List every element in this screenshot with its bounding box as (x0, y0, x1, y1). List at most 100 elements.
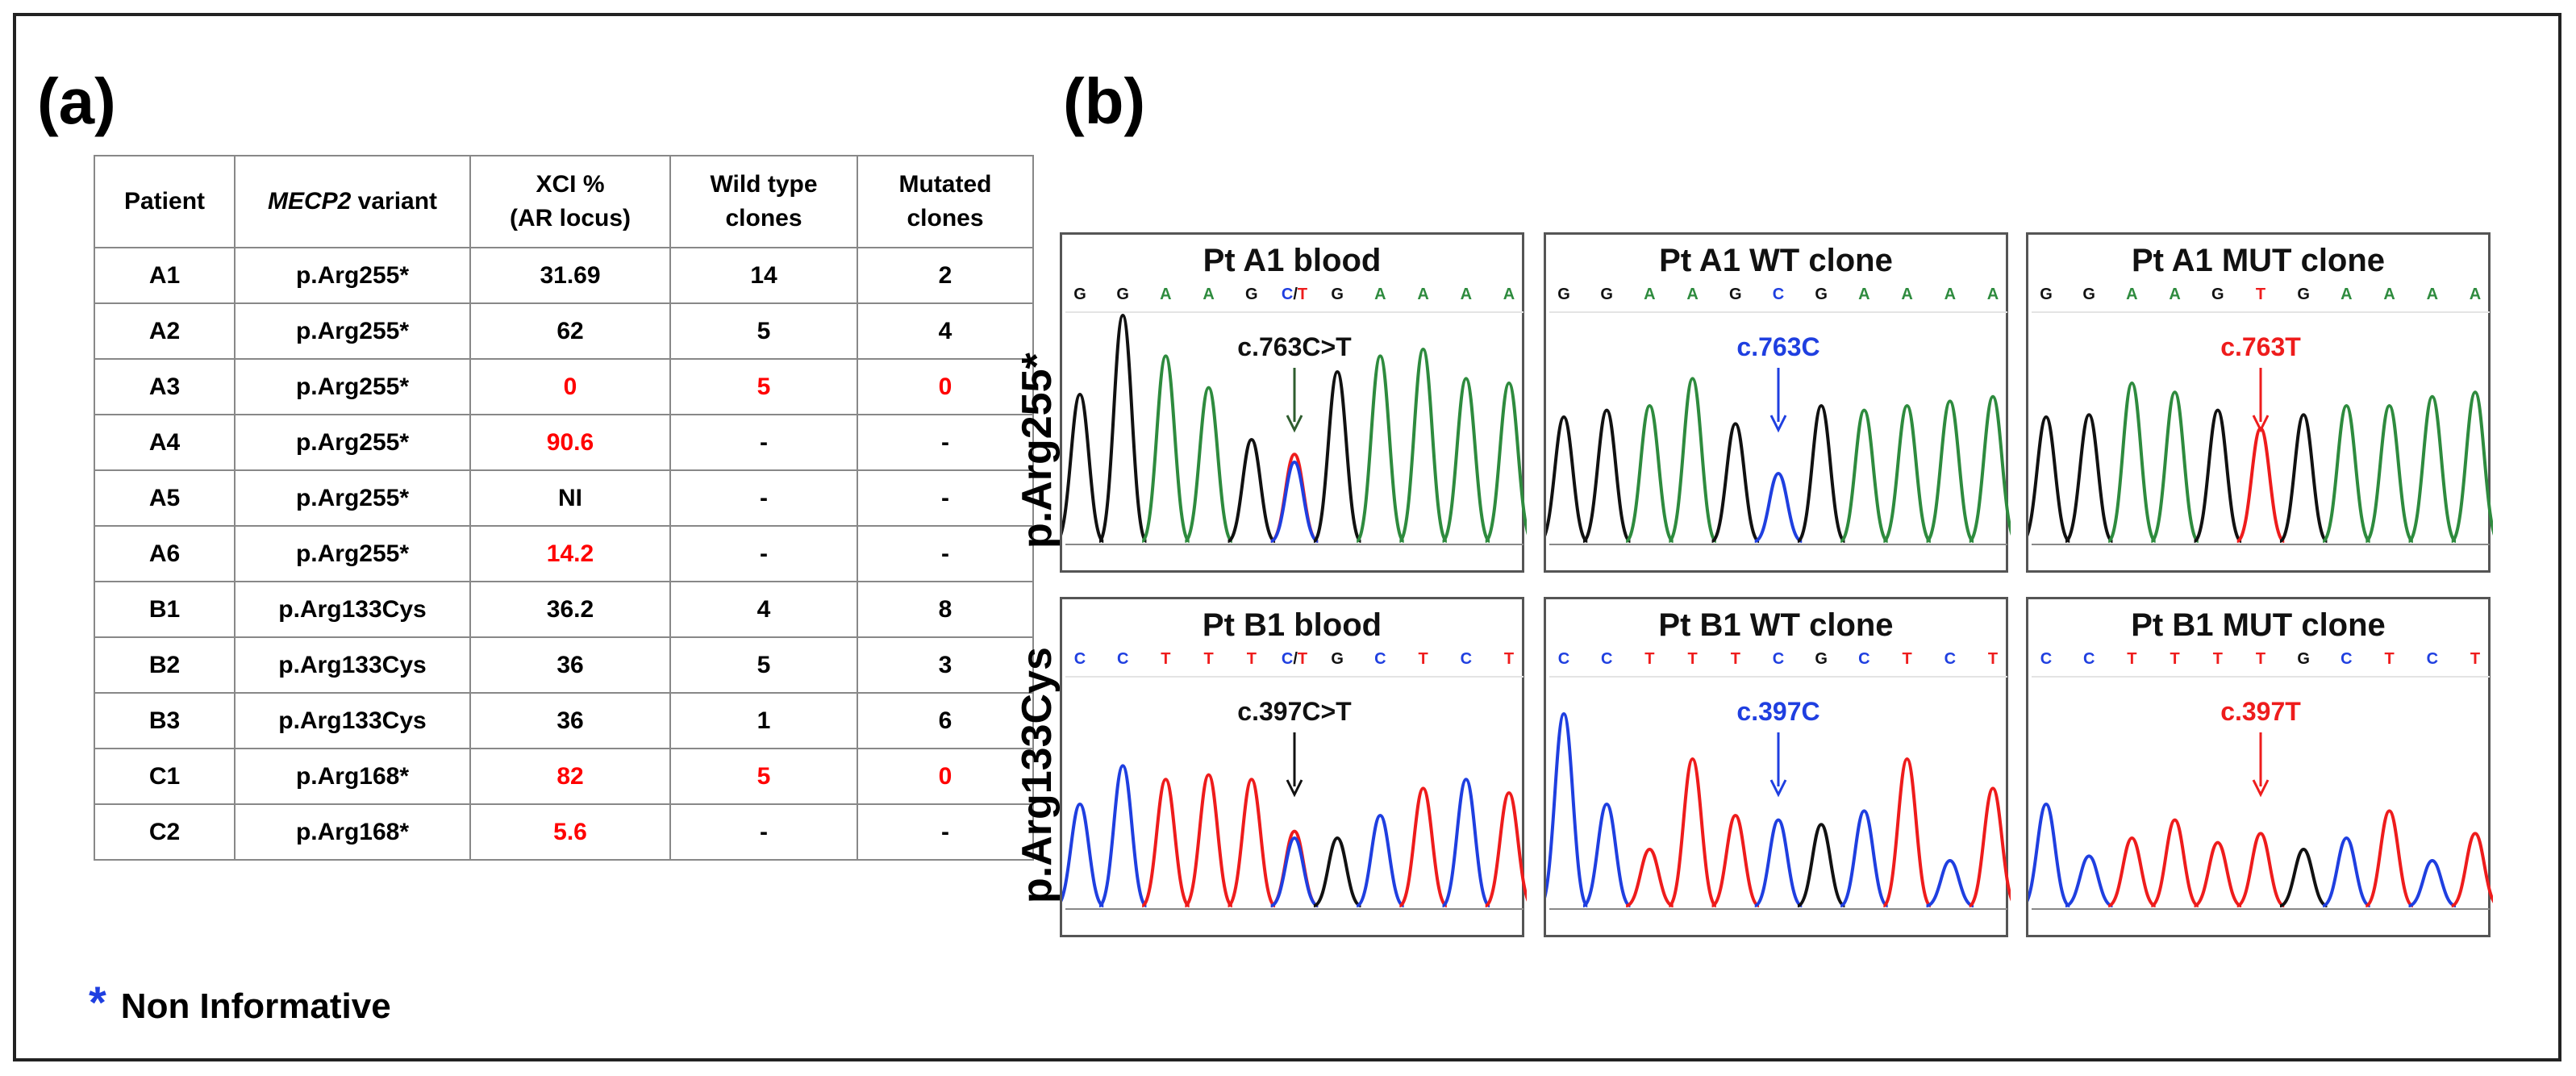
peak (1546, 415, 1589, 543)
base-call: A (1945, 286, 1956, 303)
base-call: G (1729, 286, 1742, 303)
mutation-note: c.763C>T (1237, 332, 1352, 361)
chromatogram-title: Pt B1 WT clone (1658, 607, 1894, 643)
cell-variant: p.Arg255* (234, 247, 471, 304)
chromatogram-title: Pt B1 MUT clone (2131, 607, 2386, 643)
cell-xci: 31.69 (469, 247, 671, 304)
base-call: G (1331, 650, 1344, 668)
xci-table: Patient MECP2 variant XCI % (AR locus) Wi… (94, 155, 1034, 861)
mutation-note: c.397C>T (1237, 697, 1352, 726)
chromatogram-trace: C C T T T T G C T C Tc.397T (2028, 650, 2493, 910)
peak (2149, 390, 2200, 543)
peak (1625, 847, 1674, 907)
header-xci: XCI % (AR locus) (469, 155, 671, 248)
cell-patient: A3 (94, 358, 236, 415)
base-call: T (1418, 650, 1428, 668)
cell-patient: A4 (94, 414, 236, 471)
peak (2193, 840, 2242, 907)
cell-variant: p.Arg255* (234, 358, 471, 415)
table-row: A5 p.Arg255* NI - - (94, 469, 1034, 527)
peak (1398, 347, 1448, 543)
cell-mut: - (857, 803, 1034, 861)
cell-xci: 36 (469, 692, 671, 749)
base-call: T (1902, 650, 1911, 668)
peak (2321, 403, 2371, 543)
base-call: C/T (1282, 286, 1307, 303)
cell-variant: p.Arg255* (234, 302, 471, 360)
chromatogram-trace: G G A A G C G A A A Ac.763C (1546, 286, 2011, 545)
table-row: A2 p.Arg255* 62 5 4 (94, 302, 1034, 360)
base-call: A (2427, 286, 2438, 303)
peak (1483, 381, 1527, 543)
peak (1184, 773, 1233, 907)
arrow-head (1286, 779, 1303, 798)
base-call: C (1858, 650, 1869, 668)
base-call: A (1374, 286, 1386, 303)
peak (1227, 437, 1277, 543)
base-call: T (2256, 650, 2265, 668)
cell-xci: 36 (469, 636, 671, 694)
base-call: C (1773, 286, 1784, 303)
base-call: G (2297, 650, 2310, 668)
base-call: G (2297, 286, 2310, 303)
peak (1968, 786, 2011, 907)
base-call: T (2470, 650, 2480, 668)
base-call: G (1331, 286, 1344, 303)
cell-patient: A2 (94, 302, 236, 360)
peak (1062, 802, 1105, 907)
cell-variant: p.Arg133Cys (234, 636, 471, 694)
cell-xci: 90.6 (469, 414, 671, 471)
cell-xci: 5.6 (469, 803, 671, 861)
peak (2028, 802, 2071, 907)
cell-mut: - (857, 525, 1034, 582)
cell-patient: A6 (94, 525, 236, 582)
table-row: A4 p.Arg255* 90.6- - (94, 414, 1034, 471)
cell-variant: p.Arg255* (234, 414, 471, 471)
base-call: C (2427, 650, 2438, 668)
mutation-note: c.397C (1736, 697, 1819, 726)
peak (1140, 354, 1191, 543)
base-call: C (2083, 650, 2095, 668)
base-call: T (1247, 650, 1257, 668)
base-call: A (2340, 286, 2352, 303)
peak (2365, 403, 2415, 543)
chromatogram-trace: G G A A G T G A A A Ac.763T (2028, 286, 2493, 545)
cell-xci: 82 (469, 748, 671, 805)
cell-variant: p.Arg255* (234, 469, 471, 527)
base-call: A (2383, 286, 2395, 303)
base-call: T (2213, 650, 2223, 668)
peak (2407, 394, 2457, 543)
chromatogram-title: Pt A1 WT clone (1659, 243, 1893, 278)
cell-wt: 5 (669, 748, 858, 805)
table-row: B3 p.Arg133Cys 36 1 6 (94, 692, 1034, 749)
cell-xci: 0 (469, 358, 671, 415)
peak (1797, 823, 1846, 907)
chromatogram-trace: G G A A G C/T G A A A Ac.763C>T (1062, 286, 1527, 545)
header-patient: Patient (94, 155, 236, 248)
cell-mut: 0 (857, 748, 1034, 805)
peak (1753, 818, 1803, 907)
chromatogram-title: Pt B1 blood (1202, 607, 1382, 643)
header-wild-type: Wild type clones (669, 155, 858, 248)
peak (1441, 778, 1491, 907)
base-call: G (1116, 286, 1129, 303)
cell-variant: p.Arg168* (234, 803, 471, 861)
peak (2449, 390, 2493, 543)
peak (2107, 836, 2157, 907)
peak (2236, 426, 2286, 543)
cell-patient: A1 (94, 247, 236, 304)
peak (1269, 460, 1319, 543)
cell-patient: B1 (94, 581, 236, 638)
peak (1183, 386, 1234, 543)
peak (1667, 377, 1718, 543)
cell-patient: C2 (94, 803, 236, 861)
legend-star: * (89, 977, 106, 1028)
arrow-head (1769, 779, 1787, 798)
base-call: T (2170, 650, 2179, 668)
peak (1968, 394, 2011, 543)
base-call: A (1461, 286, 1472, 303)
peak (1925, 399, 1975, 543)
